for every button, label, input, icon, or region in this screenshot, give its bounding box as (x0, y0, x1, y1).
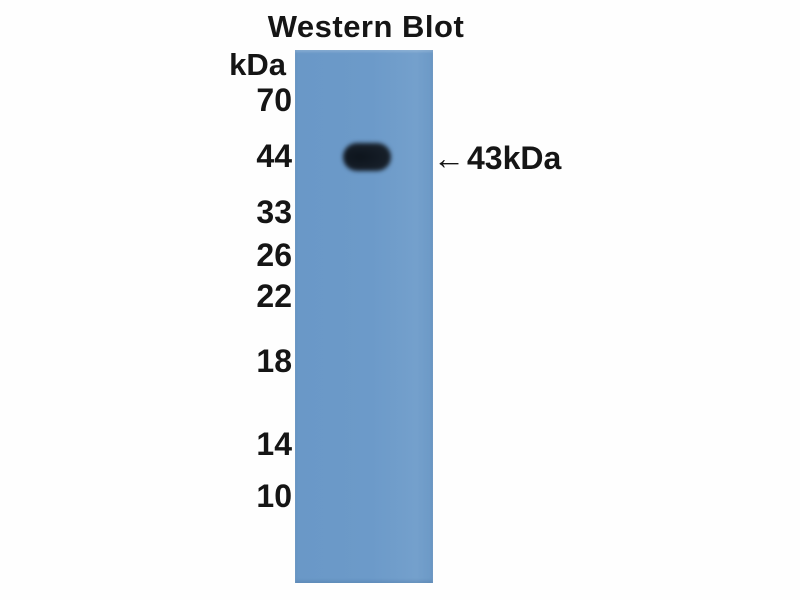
band-annotation: ← 43kDa (433, 140, 561, 176)
mw-marker-26: 26 (256, 237, 292, 273)
mw-marker-22: 22 (256, 278, 292, 314)
blot-lane (295, 50, 433, 583)
protein-band (343, 143, 391, 171)
band-weight-label: 43kDa (467, 140, 562, 176)
figure-title: Western Blot (267, 9, 465, 44)
mw-marker-18: 18 (256, 343, 292, 379)
mw-marker-33: 33 (256, 194, 292, 230)
mw-marker-44: 44 (256, 138, 292, 174)
unit-label: kDa (229, 47, 286, 82)
mw-marker-70: 70 (256, 82, 292, 118)
arrow-left-icon: ← (433, 140, 465, 176)
mw-marker-10: 10 (256, 478, 292, 514)
mw-marker-14: 14 (256, 426, 292, 462)
